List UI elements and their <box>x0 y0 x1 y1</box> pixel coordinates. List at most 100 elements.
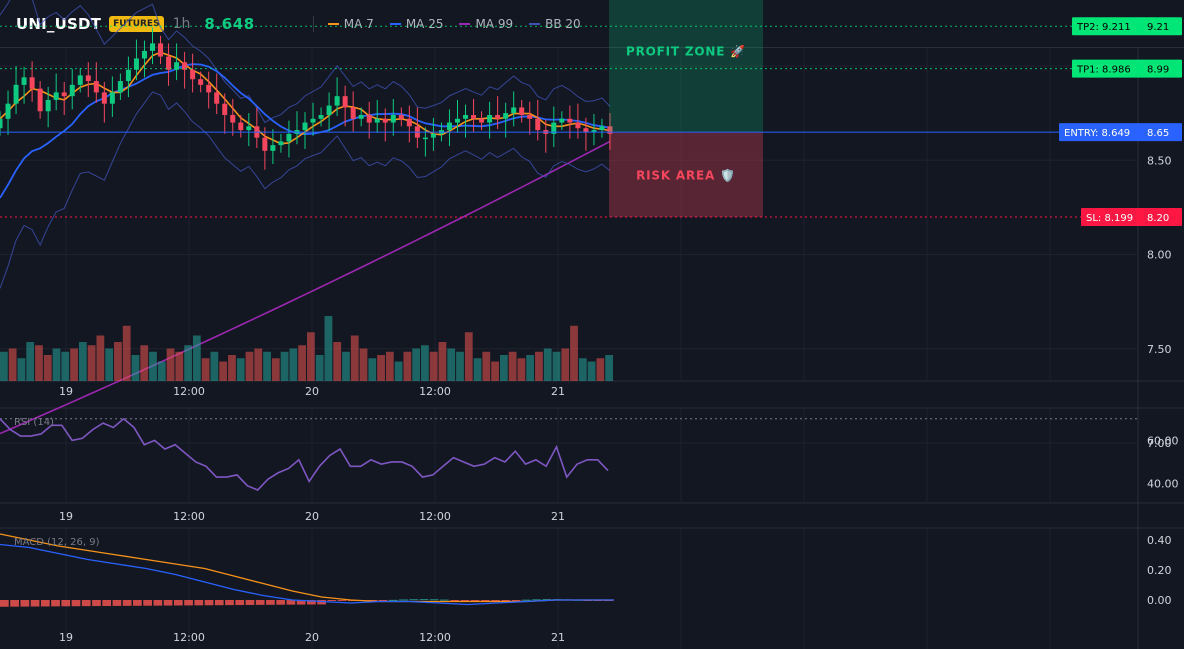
macd-histogram-bar <box>511 600 521 601</box>
volume-bar <box>456 351 464 381</box>
tp2-tag-label: TP2: 9.211 <box>1076 22 1131 33</box>
macd-histogram-bar <box>92 600 101 607</box>
rsi-panel: RSI (14) 40.00 60.00 <box>0 417 1179 491</box>
time-axis-label: 12:00 <box>173 385 205 398</box>
candle-body <box>302 122 308 131</box>
profit-zone <box>609 0 763 133</box>
time-axis-label: 19 <box>59 510 73 523</box>
candle-body <box>69 84 75 97</box>
volume-bar <box>26 342 35 381</box>
volume-bar <box>87 345 96 381</box>
volume-bar <box>166 348 175 381</box>
candle-body <box>358 115 364 119</box>
candle-body <box>150 43 155 51</box>
rsi-axis-label: 60.00 <box>1147 434 1179 447</box>
macd-histogram-bar <box>460 600 470 601</box>
macd-histogram-bar <box>163 600 173 606</box>
volume-bar <box>228 355 236 381</box>
volume-bar <box>140 345 149 381</box>
macd-title: MACD (12, 26, 9) <box>14 537 100 548</box>
volume-bar <box>17 358 26 381</box>
macd-line <box>0 543 614 606</box>
candle-body <box>214 92 220 104</box>
volume-bar <box>43 355 52 381</box>
candle-body <box>591 130 597 132</box>
volume-bar <box>35 345 43 381</box>
candle-body <box>53 92 59 100</box>
time-axis-label: 19 <box>59 385 73 398</box>
bb-lower-line <box>0 91 611 289</box>
volume-bar <box>157 361 166 381</box>
macd-histogram-bar <box>40 600 50 607</box>
price-axis-label: 7.50 <box>1147 343 1172 356</box>
macd-histogram-bar <box>450 600 459 601</box>
volume-bar <box>587 361 596 381</box>
volume-bar <box>70 348 78 381</box>
volume-bar <box>342 351 350 381</box>
volume-bar <box>508 351 517 381</box>
volume-bar <box>175 351 184 381</box>
rsi-title: RSI (14) <box>14 417 54 428</box>
volume-bar <box>52 348 61 381</box>
macd-histogram-bar <box>214 600 224 606</box>
candle-body <box>422 137 428 140</box>
volume-bar <box>0 351 8 381</box>
candle-body <box>519 107 525 116</box>
candle-body <box>471 115 477 119</box>
bb-upper-line <box>0 0 611 124</box>
candle-body <box>262 137 268 151</box>
candle-body <box>77 75 83 85</box>
macd-axis-label: 0.20 <box>1147 564 1172 577</box>
macd-histogram-bar <box>429 599 439 601</box>
macd-histogram-bar <box>102 600 112 606</box>
legend-item-ma-99[interactable]: MA 99 <box>459 17 513 31</box>
time-axis-label: 20 <box>305 385 319 398</box>
volume-bar <box>298 345 306 381</box>
macd-histogram-bar <box>194 600 204 606</box>
time-axis-label: 20 <box>305 510 319 523</box>
candle-body <box>198 79 204 85</box>
price-axis-label: 7.00 <box>1147 437 1172 450</box>
candle-body <box>166 56 172 70</box>
legend-item-ma-7[interactable]: MA 7 <box>327 17 374 31</box>
rsi-axis-label: 40.00 <box>1147 478 1179 491</box>
candle-body <box>390 115 396 123</box>
candle-body <box>334 96 340 106</box>
volume-bar <box>359 348 368 381</box>
volume-bar <box>605 355 613 381</box>
tp1-axis-label: 8.99 <box>1147 65 1169 76</box>
legend-item-bb-20[interactable]: BB 20 <box>529 17 581 31</box>
macd-histogram-bar <box>153 600 163 606</box>
volume-bar <box>350 335 359 381</box>
volume-bar <box>192 335 201 381</box>
candle-body <box>230 115 236 123</box>
legend-item-ma-25[interactable]: MA 25 <box>389 17 443 31</box>
volume-bar <box>429 351 438 381</box>
candle-body <box>286 133 292 142</box>
macd-histogram-bar <box>173 600 183 606</box>
volume-bar <box>596 358 605 381</box>
candle-body <box>29 77 35 89</box>
futures-badge: FUTURES <box>109 15 164 32</box>
volume-bar <box>254 348 263 381</box>
macd-histogram-bar <box>143 600 152 606</box>
volume-bar <box>210 351 219 381</box>
macd-axis-label: 0.00 <box>1147 594 1172 607</box>
volume-bar <box>552 351 561 381</box>
macd-histogram-bar <box>112 600 122 606</box>
candle-body <box>222 103 228 116</box>
legend-label: BB 20 <box>545 16 581 31</box>
macd-histogram-bar <box>378 600 388 601</box>
macd-histogram-bar <box>440 599 449 601</box>
interval-selector[interactable]: 1h <box>172 15 191 32</box>
macd-histogram-bar <box>51 600 60 607</box>
volume-bar <box>385 351 394 381</box>
legend-label: MA 99 <box>475 16 514 31</box>
time-axis-label: 12:00 <box>419 385 451 398</box>
volume-bar <box>78 342 87 381</box>
price-axis-label: 8.00 <box>1147 249 1172 262</box>
symbol-name[interactable]: UNI_USDT <box>16 14 102 33</box>
candle-body <box>479 118 485 123</box>
volume-bar <box>245 351 254 381</box>
